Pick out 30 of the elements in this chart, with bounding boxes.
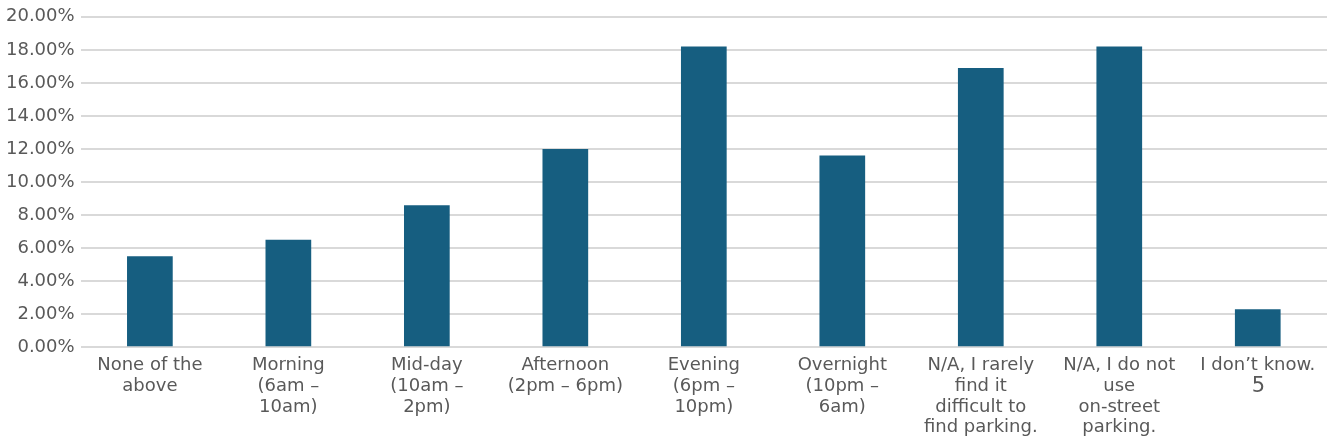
- y-tick-label: 0.00%: [17, 334, 75, 356]
- y-tick-label: 10.00%: [5, 169, 75, 191]
- bar: [1096, 46, 1143, 347]
- y-tick-label: 12.00%: [5, 136, 75, 158]
- x-tick-label: Afternoon (2pm – 6pm): [507, 353, 623, 395]
- bar: [957, 68, 1004, 347]
- bar: [542, 148, 589, 347]
- x-tick-label: Overnight (10pm – 6am): [797, 353, 887, 416]
- y-tick-label: 14.00%: [5, 103, 75, 125]
- bar: [127, 256, 173, 347]
- y-tick-label: 18.00%: [5, 37, 75, 59]
- x-tick-label: Mid-day (10am – 2pm): [390, 353, 464, 416]
- y-tick-label: 2.00%: [17, 301, 75, 323]
- y-tick-label: 8.00%: [17, 202, 75, 224]
- x-tick-label: I don’t know.: [1200, 353, 1316, 375]
- x-tick-label: Evening (6pm – 10pm): [667, 353, 740, 416]
- y-tick-label: 20.00%: [5, 4, 75, 26]
- bar: [404, 205, 450, 347]
- bar: [819, 155, 866, 347]
- y-tick-label: 4.00%: [17, 268, 75, 290]
- bar: [680, 46, 727, 347]
- y-tick-label: 16.00%: [5, 70, 75, 92]
- y-tick-label: 6.00%: [17, 235, 75, 257]
- x-tick-label: Morning (6am – 10am): [251, 353, 325, 416]
- x-tick-label: None of the above: [97, 353, 203, 395]
- bar: [265, 239, 312, 347]
- x-tick-label: N/A, I rarely find it difficult to find parking.: [923, 353, 1038, 437]
- bar: [1234, 309, 1281, 347]
- x-tick-label: N/A, I do not use on-street parking.: [1063, 353, 1176, 437]
- text: 5: [1251, 373, 1265, 397]
